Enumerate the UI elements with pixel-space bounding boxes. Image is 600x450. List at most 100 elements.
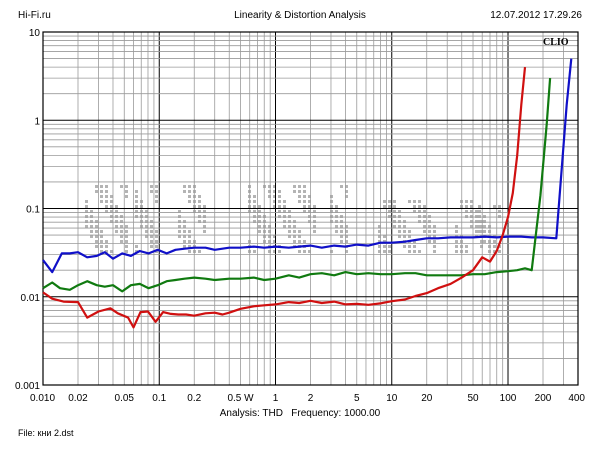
watermark-dot-249 [313, 205, 316, 208]
watermark-dot-260 [330, 220, 333, 223]
watermark-dot-297 [388, 205, 391, 208]
y-tick-label: 10 [29, 28, 41, 39]
watermark-dot-413 [493, 245, 496, 248]
watermark-dot-94 [150, 245, 153, 248]
watermark-dot-54 [120, 225, 123, 228]
watermark-dot-66 [125, 250, 128, 253]
watermark-dot-106 [178, 220, 181, 223]
watermark-dot-57 [120, 240, 123, 243]
watermark-dot-35 [105, 240, 108, 243]
watermark-dot-8 [90, 220, 93, 223]
watermark-dot-42 [110, 215, 113, 218]
watermark-dot-221 [293, 235, 296, 238]
watermark-dot-382 [475, 220, 478, 223]
watermark-dot-310 [398, 220, 401, 223]
watermark-dot-43 [110, 220, 113, 223]
watermark-dot-368 [465, 200, 468, 203]
watermark-dot-392 [478, 205, 481, 208]
watermark-dot-376 [470, 210, 473, 213]
y-tick-label: 0.01 [21, 293, 41, 304]
watermark-dot-257 [330, 205, 333, 208]
watermark-dot-296 [388, 200, 391, 203]
watermark-dot-398 [483, 215, 486, 218]
watermark-dot-236 [303, 200, 306, 203]
watermark-dot-317 [403, 235, 406, 238]
watermark-dot-359 [455, 240, 458, 243]
watermark-dot-416 [498, 210, 501, 213]
watermark-dot-119 [188, 190, 191, 193]
watermark-dot-237 [303, 205, 306, 208]
watermark-dot-62 [125, 230, 128, 233]
watermark-dot-143 [203, 205, 206, 208]
watermark-dot-67 [135, 190, 138, 193]
watermark-dot-285 [378, 230, 381, 233]
watermark-dot-212 [288, 220, 291, 223]
watermark-dot-45 [115, 205, 118, 208]
watermark-dot-140 [198, 215, 201, 218]
chart-title: Linearity & Distortion Analysis [234, 10, 366, 21]
x-tick-label: 10 [386, 393, 398, 404]
watermark-dot-391 [480, 245, 483, 248]
watermark-dot-193 [273, 240, 276, 243]
watermark-dot-190 [273, 200, 276, 203]
watermark-dot-279 [345, 230, 348, 233]
watermark-dot-24 [100, 230, 103, 233]
watermark-dot-333 [418, 205, 421, 208]
watermark-dot-84 [145, 225, 148, 228]
watermark-dot-270 [340, 220, 343, 223]
x-tick-label: 400 [568, 393, 585, 404]
watermark-dot-40 [110, 205, 113, 208]
plot-frame [42, 31, 579, 386]
watermark-dot-70 [135, 205, 138, 208]
watermark-dot-125 [188, 245, 191, 248]
x-tick-label: 2 [308, 393, 314, 404]
watermark-dot-89 [150, 220, 153, 223]
watermark-dot-114 [183, 230, 186, 233]
x-tick-label: 0.1 [152, 393, 166, 404]
y-tick-label: 1 [34, 116, 40, 127]
watermark-dot-63 [125, 235, 128, 238]
watermark-dot-165 [258, 205, 261, 208]
watermark-dot-419 [498, 250, 501, 253]
watermark-dot-408 [488, 245, 491, 248]
watermark-dot-266 [335, 225, 338, 228]
watermark-dot-349 [428, 240, 431, 243]
watermark-dot-102 [155, 245, 158, 248]
watermark-dot-248 [308, 250, 311, 253]
watermark-dot-182 [268, 230, 271, 233]
watermark-dot-38 [110, 195, 113, 198]
site-name: Hi-Fi.ru [18, 10, 51, 21]
watermark-dot-220 [293, 230, 296, 233]
watermark-dot-247 [308, 220, 311, 223]
watermark-dot-59 [125, 190, 128, 193]
watermark-dot-169 [258, 225, 261, 228]
watermark-dot-31 [105, 195, 108, 198]
watermark-dot-340 [423, 215, 426, 218]
watermark-dot-120 [188, 195, 191, 198]
watermark-dot-262 [335, 205, 338, 208]
watermark-dot-209 [283, 225, 286, 228]
watermark-dot-16 [95, 230, 98, 233]
watermark-dot-28 [100, 250, 103, 253]
watermark-dot-147 [203, 225, 206, 228]
file-label: File: кни 2.dst [18, 428, 74, 438]
watermark-dot-381 [475, 215, 478, 218]
watermark-dot-85 [145, 230, 148, 233]
watermark-dot-288 [378, 245, 381, 248]
watermark-dot-46 [115, 210, 118, 213]
watermark-dot-183 [268, 235, 271, 238]
watermark-dot-302 [393, 200, 396, 203]
watermark-dot-242 [308, 195, 311, 198]
watermark-dot-82 [145, 215, 148, 218]
watermark-dot-360 [455, 245, 458, 248]
watermark-dot-394 [478, 215, 481, 218]
watermark-dot-284 [378, 225, 381, 228]
watermark-dot-7 [90, 215, 93, 218]
watermark-dot-90 [150, 225, 153, 228]
watermark-dot-384 [475, 230, 478, 233]
watermark-dot-33 [105, 205, 108, 208]
watermark-dot-23 [100, 200, 103, 203]
watermark-dot-98 [155, 200, 158, 203]
watermark-dot-347 [428, 230, 431, 233]
